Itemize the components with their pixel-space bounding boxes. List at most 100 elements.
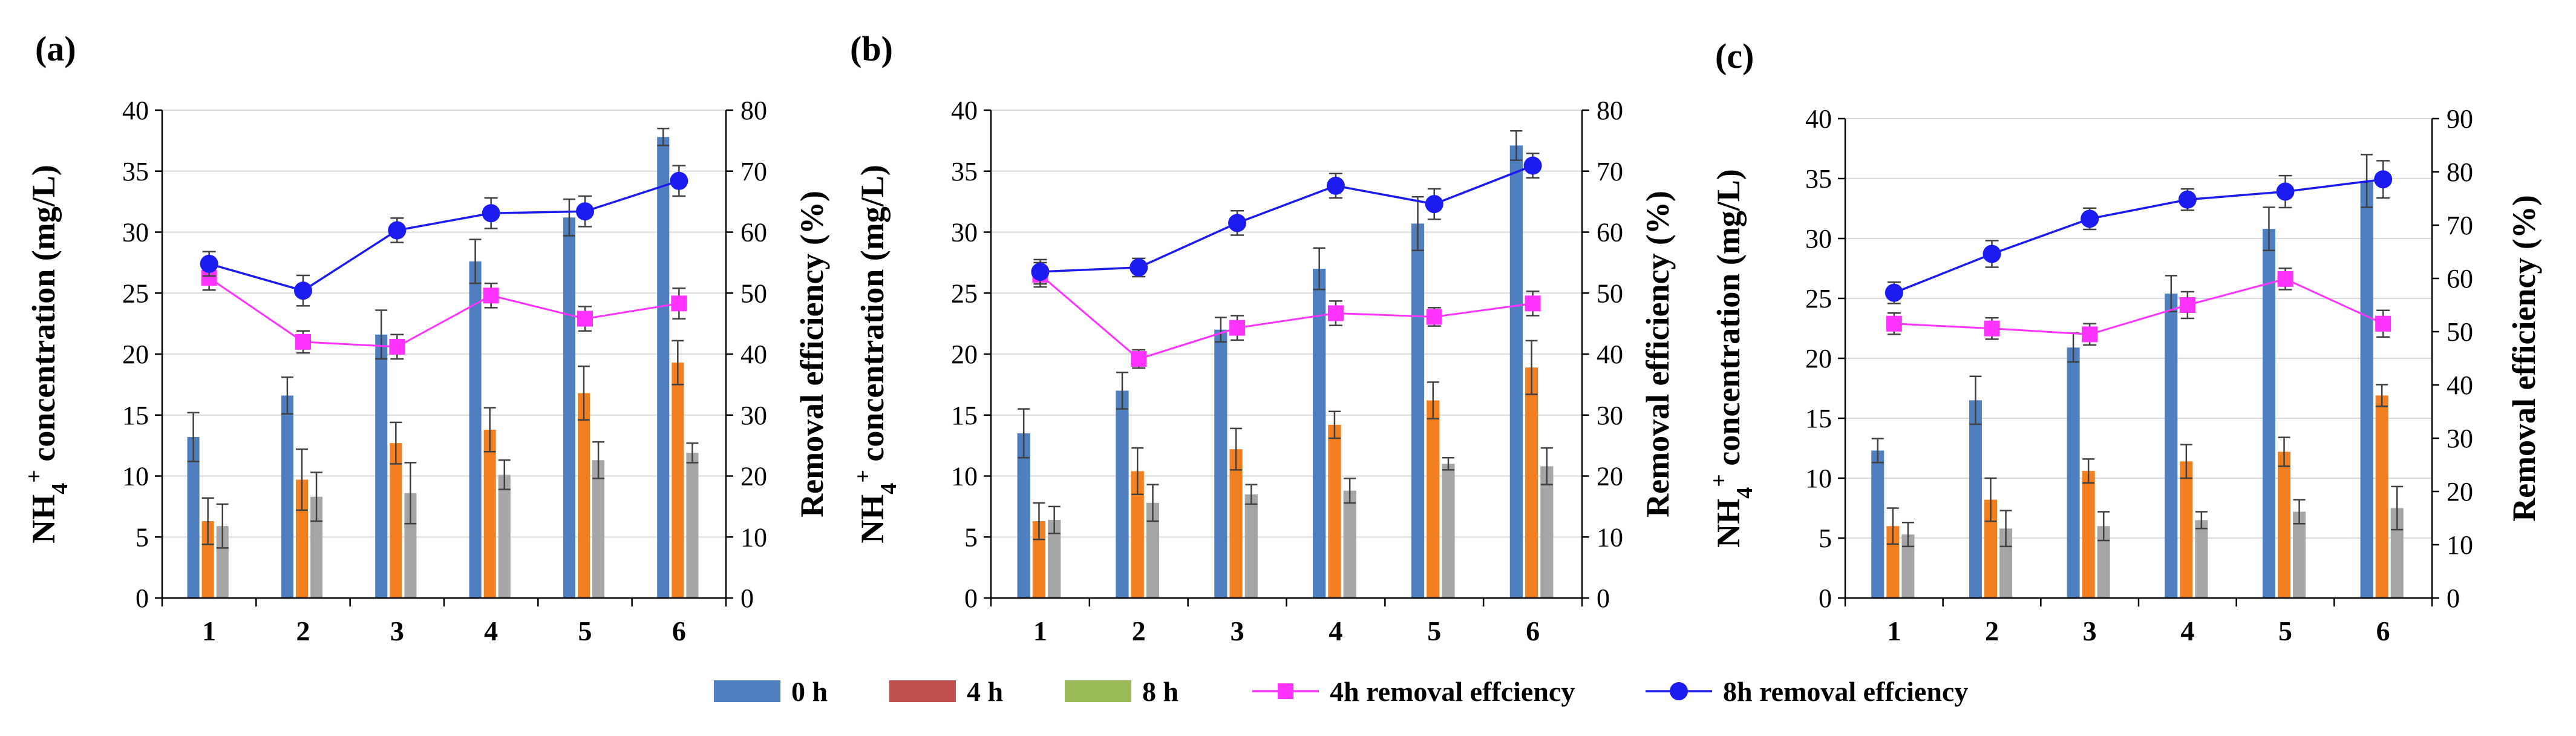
y2-tick-label: 40 xyxy=(740,340,767,369)
line-8h-removal xyxy=(1894,178,2384,294)
legend-marker-square xyxy=(1278,683,1293,699)
marker-square-4h xyxy=(295,334,311,350)
y-axis-label-sup: + xyxy=(1707,474,1732,487)
y2-tick-label: 80 xyxy=(2447,157,2473,187)
y2-axis-label: Removal efficiency (%) xyxy=(2506,195,2542,522)
error-bar xyxy=(2293,499,2306,525)
error-bar xyxy=(469,238,482,284)
y-tick-label: 40 xyxy=(951,96,978,125)
marker-square-4h xyxy=(2082,326,2098,343)
legend-marker-circle xyxy=(1670,682,1688,700)
y2-tick-label: 10 xyxy=(2447,530,2473,560)
marker-square-4h xyxy=(1886,315,1902,332)
y-tick-label: 10 xyxy=(951,462,978,491)
y-tick-label: 0 xyxy=(1819,583,1832,613)
y2-tick-label: 40 xyxy=(2447,370,2473,400)
y2-tick-label: 50 xyxy=(740,278,767,308)
error-bar xyxy=(2263,206,2275,252)
x-tick-label: 2 xyxy=(296,616,310,646)
legend-item-5: 8h removal effciency xyxy=(1646,676,1968,707)
y-tick-label: 20 xyxy=(122,340,149,369)
y2-tick-label: 90 xyxy=(2447,104,2473,134)
marker-square-4h xyxy=(2179,297,2195,313)
line-4h-removal xyxy=(1894,278,2384,335)
error-bar xyxy=(563,198,575,237)
x-tick-label: 2 xyxy=(1985,616,1999,646)
marker-square-4h xyxy=(1984,320,2000,337)
bar-4h-5 xyxy=(577,393,590,598)
y-axis-label-rest: concentration (mg/L) xyxy=(25,165,62,470)
marker-square-4h xyxy=(2375,315,2391,332)
y-axis-label-sub: 4 xyxy=(876,483,901,494)
y2-tick-label: 80 xyxy=(740,96,767,125)
error-bar xyxy=(281,376,293,415)
legend-item-3: 8 h xyxy=(1065,676,1178,707)
y-tick-label: 35 xyxy=(122,157,149,186)
y-tick-label: 35 xyxy=(1805,164,1832,194)
y2-tick-label: 30 xyxy=(2447,424,2473,453)
x-tick-label: 4 xyxy=(1329,616,1342,646)
error-bar xyxy=(1245,484,1258,505)
y2-tick-label: 70 xyxy=(740,157,767,186)
error-bar xyxy=(1146,484,1159,522)
y2-tick-label: 60 xyxy=(2447,264,2473,294)
bar-0h-2 xyxy=(1116,390,1129,598)
x-tick-label: 6 xyxy=(1526,616,1540,646)
y2-tick-label: 20 xyxy=(740,462,767,491)
bar-4h-2 xyxy=(1984,499,1998,598)
bar-4h-3 xyxy=(390,443,402,598)
marker-circle-8h xyxy=(1983,245,2001,263)
y-tick-label: 35 xyxy=(951,157,978,186)
y-tick-label: 30 xyxy=(1805,224,1832,254)
marker-circle-8h xyxy=(2081,209,2099,228)
bar-4h-4 xyxy=(483,429,496,598)
bar-8h-5 xyxy=(2293,511,2306,598)
error-bar xyxy=(1901,522,1914,548)
error-bar xyxy=(201,497,214,545)
bar-0h-4 xyxy=(2165,294,2178,598)
error-bar xyxy=(483,407,496,453)
x-tick-label: 6 xyxy=(672,616,686,646)
bar-8h-2 xyxy=(1146,502,1160,598)
bar-0h-1 xyxy=(1871,450,1885,598)
y-axis-label-main: NH xyxy=(25,494,62,544)
legend-label: 8h removal effciency xyxy=(1723,676,1968,707)
marker-circle-8h xyxy=(200,254,218,273)
y2-axis-label: Removal efficiency (%) xyxy=(1639,191,1676,518)
marker-square-4h xyxy=(389,338,405,355)
y-tick-label: 25 xyxy=(122,278,149,308)
x-tick-label: 5 xyxy=(578,616,592,646)
y2-tick-label: 80 xyxy=(1597,96,1623,125)
y2-tick-label: 30 xyxy=(1597,401,1623,430)
y-tick-label: 30 xyxy=(951,218,978,248)
error-bar xyxy=(1427,381,1439,420)
error-bar xyxy=(1871,438,1884,464)
y2-tick-label: 60 xyxy=(740,218,767,248)
y2-tick-label: 70 xyxy=(1597,157,1623,186)
bar-8h-3 xyxy=(1244,494,1258,598)
error-bar xyxy=(2391,485,2404,531)
marker-square-4h xyxy=(1525,295,1541,312)
bar-0h-3 xyxy=(1214,329,1228,598)
y-tick-label: 10 xyxy=(122,462,149,491)
error-bar xyxy=(2082,458,2095,484)
x-tick-label: 5 xyxy=(2278,616,2292,646)
marker-circle-8h xyxy=(1228,214,1247,232)
error-bar xyxy=(672,340,684,386)
error-bar xyxy=(2180,444,2192,479)
error-bar xyxy=(375,309,388,360)
line-8h-removal xyxy=(1040,165,1534,273)
y2-tick-label: 0 xyxy=(2447,583,2460,613)
x-tick-label: 5 xyxy=(1427,616,1441,646)
y-axis-label: NH4+ concentration (mg/L) xyxy=(1707,169,1757,548)
y-axis-label: NH4+ concentration (mg/L) xyxy=(22,165,73,544)
marker-circle-8h xyxy=(1885,283,1903,302)
bar-0h-5 xyxy=(2262,229,2275,598)
legend-label: 8 h xyxy=(1142,676,1178,707)
error-bar xyxy=(578,365,590,421)
x-tick-label: 1 xyxy=(1887,616,1901,646)
x-tick-label: 4 xyxy=(2180,616,2194,646)
error-bar xyxy=(1018,408,1030,459)
x-tick-label: 4 xyxy=(484,616,498,646)
